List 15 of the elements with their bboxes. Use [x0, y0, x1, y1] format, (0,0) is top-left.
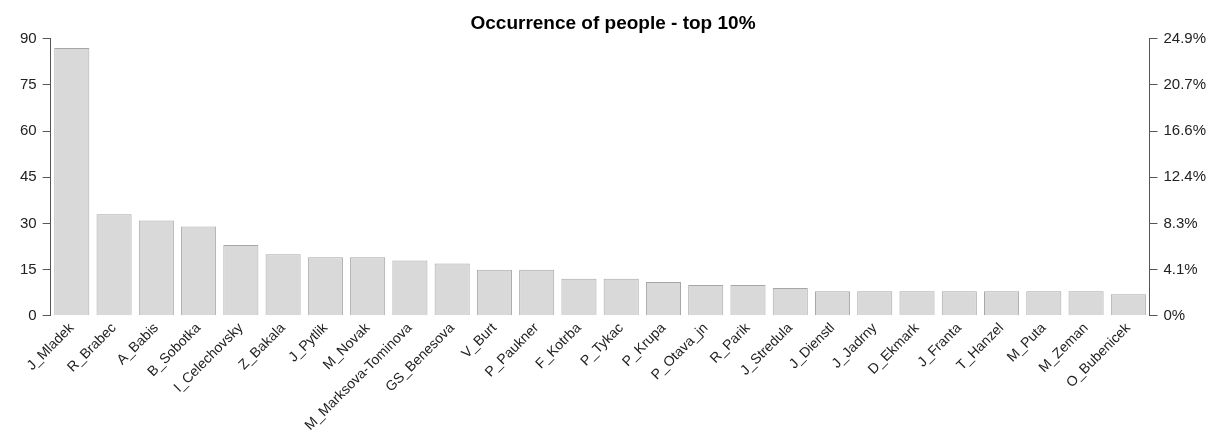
- y2-tick-label: 20.7%: [1163, 75, 1207, 93]
- y-tick-label: 90: [20, 28, 37, 46]
- chart-title: Occurrence of people - top 10%: [470, 11, 756, 33]
- y-tick-label: 75: [20, 75, 37, 93]
- y-tick-label: 45: [20, 167, 37, 185]
- y2-tick-label: 12.4%: [1163, 167, 1207, 185]
- y-tick-label: 0: [28, 305, 37, 323]
- y2-tick-label: 0%: [1163, 305, 1186, 323]
- y2-tick-label: 24.9%: [1163, 28, 1207, 46]
- y-tick-label: 60: [20, 121, 37, 139]
- y2-tick-label: 4.1%: [1163, 259, 1198, 277]
- y-tick-label: 15: [20, 259, 37, 277]
- y2-tick-label: 16.6%: [1163, 121, 1207, 139]
- y-tick-label: 30: [20, 213, 37, 231]
- y2-tick-label: 8.3%: [1163, 213, 1198, 231]
